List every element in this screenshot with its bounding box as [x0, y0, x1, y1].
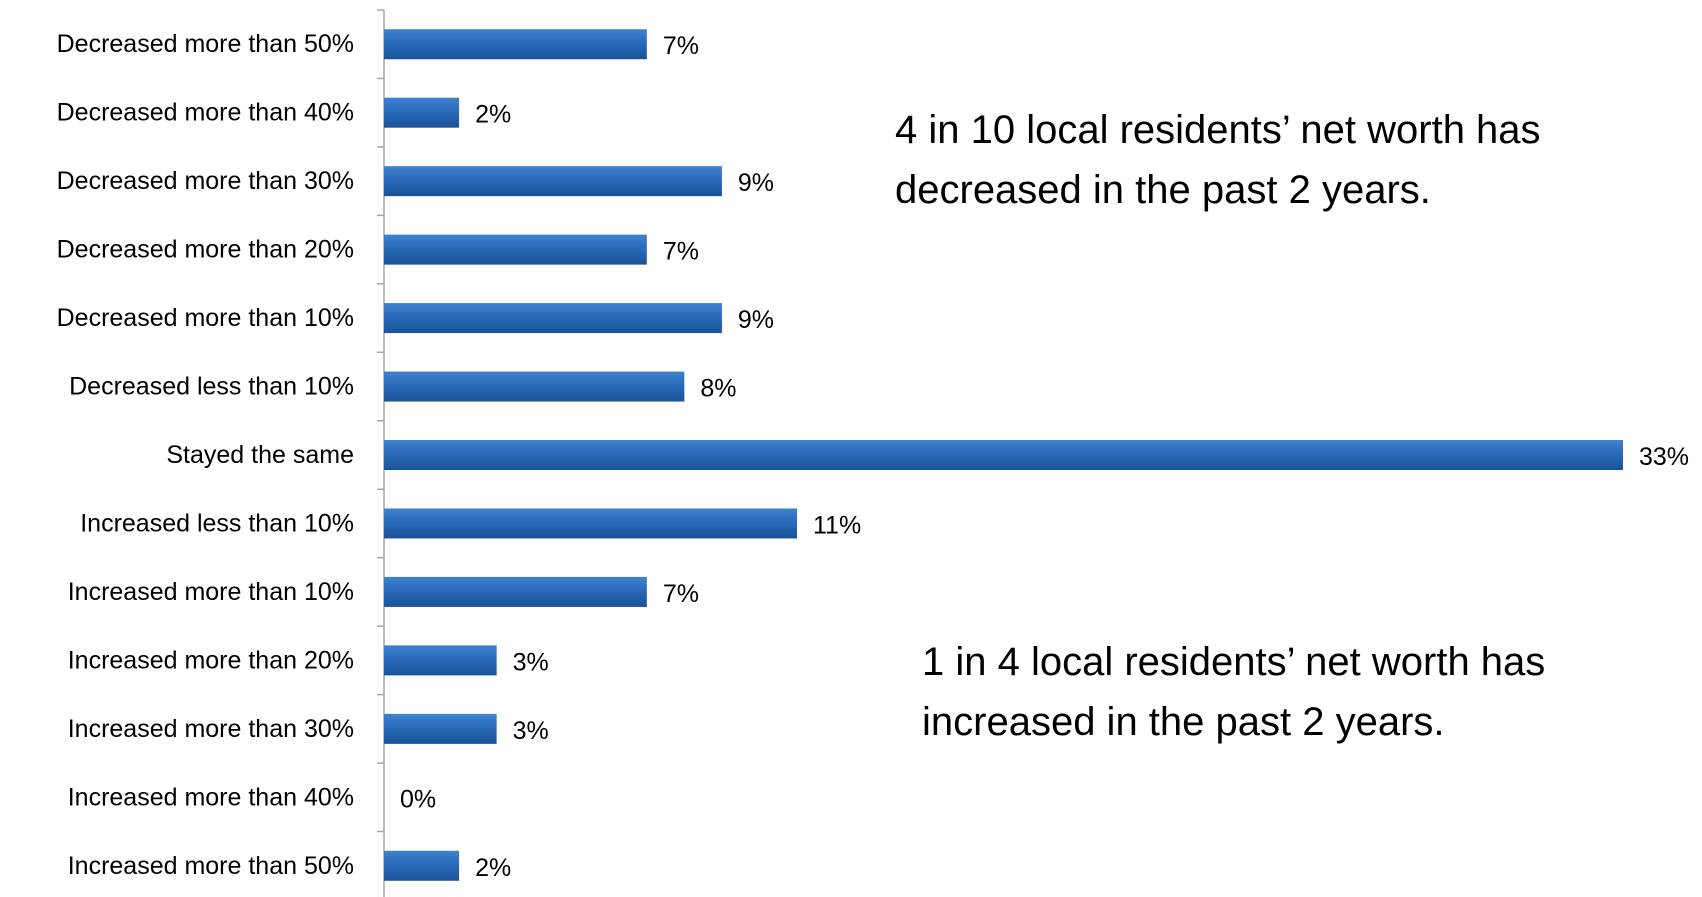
- bar: [384, 645, 497, 676]
- annotation-increased-line1: 1 in 4 local residents’ net worth has: [922, 640, 1546, 684]
- category-label: Decreased more than 50%: [57, 30, 354, 58]
- category-label: Increased more than 30%: [68, 715, 354, 743]
- data-label: 3%: [513, 648, 549, 676]
- value-labels: 7% 2% 9% 7% 9% 8% 33% 11% 7% 3% 3% 0% 2%: [400, 32, 1689, 882]
- data-label: 9%: [738, 169, 774, 197]
- bar: [384, 29, 647, 60]
- category-label: Increased more than 40%: [68, 783, 354, 811]
- data-label: 7%: [663, 580, 699, 608]
- annotation-decreased-line1: 4 in 10 local residents’ net worth has: [895, 108, 1541, 152]
- annotation-decreased: 4 in 10 local residents’ net worth has d…: [895, 100, 1541, 220]
- category-label: Increased less than 10%: [80, 509, 354, 537]
- data-label: 2%: [475, 854, 511, 882]
- data-label: 0%: [400, 785, 436, 813]
- data-label: 3%: [513, 717, 549, 745]
- bar: [384, 97, 460, 128]
- data-label: 2%: [475, 101, 511, 129]
- bar: [384, 371, 685, 402]
- bar: [384, 508, 797, 539]
- annotation-increased-line2: increased in the past 2 years.: [922, 700, 1445, 744]
- data-label: 7%: [663, 238, 699, 266]
- category-label: Decreased more than 10%: [57, 304, 354, 332]
- category-label: Increased more than 10%: [68, 578, 354, 606]
- category-label: Stayed the same: [166, 441, 354, 469]
- category-label: Decreased more than 20%: [57, 236, 354, 264]
- bar: [384, 166, 722, 197]
- bar: [384, 576, 647, 607]
- category-label: Decreased more than 40%: [57, 99, 354, 127]
- category-label: Increased more than 50%: [68, 852, 354, 880]
- category-label: Decreased less than 10%: [69, 373, 354, 401]
- bar: [384, 303, 722, 334]
- data-label: 9%: [738, 306, 774, 334]
- category-label: Increased more than 20%: [68, 646, 354, 674]
- data-label: 33%: [1639, 443, 1689, 471]
- annotation-increased: 1 in 4 local residents’ net worth has in…: [922, 632, 1545, 752]
- bar: [384, 234, 647, 265]
- bar: [384, 850, 460, 881]
- data-label: 8%: [700, 375, 736, 403]
- data-label: 11%: [813, 511, 861, 539]
- y-axis: [377, 9, 385, 897]
- data-label: 7%: [663, 32, 699, 60]
- bar: [384, 713, 497, 744]
- bar: [384, 440, 1623, 470]
- bars: [384, 29, 1623, 881]
- annotation-decreased-line2: decreased in the past 2 years.: [895, 168, 1431, 212]
- category-labels: Decreased more than 50% Decreased more th…: [57, 30, 354, 880]
- category-label: Decreased more than 30%: [57, 167, 354, 195]
